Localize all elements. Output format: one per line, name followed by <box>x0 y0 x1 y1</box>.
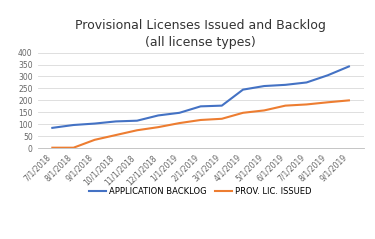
APPLICATION BACKLOG <box>241 88 245 91</box>
PROV. LIC. ISSUED <box>114 134 118 136</box>
APPLICATION BACKLOG <box>346 65 351 68</box>
APPLICATION BACKLOG <box>283 83 288 86</box>
Title: Provisional Licenses Issued and Backlog
(all license types): Provisional Licenses Issued and Backlog … <box>75 19 326 49</box>
APPLICATION BACKLOG <box>262 85 266 87</box>
APPLICATION BACKLOG <box>326 74 330 77</box>
APPLICATION BACKLOG <box>71 124 76 126</box>
PROV. LIC. ISSUED <box>219 117 224 120</box>
PROV. LIC. ISSUED <box>156 126 160 129</box>
PROV. LIC. ISSUED <box>283 104 288 107</box>
APPLICATION BACKLOG <box>135 119 140 122</box>
PROV. LIC. ISSUED <box>346 99 351 102</box>
Legend: APPLICATION BACKLOG, PROV. LIC. ISSUED: APPLICATION BACKLOG, PROV. LIC. ISSUED <box>86 184 315 200</box>
APPLICATION BACKLOG <box>93 122 97 125</box>
PROV. LIC. ISSUED <box>198 119 203 121</box>
PROV. LIC. ISSUED <box>93 138 97 141</box>
Line: APPLICATION BACKLOG: APPLICATION BACKLOG <box>53 66 349 128</box>
APPLICATION BACKLOG <box>50 126 55 129</box>
PROV. LIC. ISSUED <box>304 103 309 106</box>
APPLICATION BACKLOG <box>156 114 160 117</box>
APPLICATION BACKLOG <box>304 81 309 84</box>
PROV. LIC. ISSUED <box>71 146 76 149</box>
APPLICATION BACKLOG <box>177 111 182 114</box>
Line: PROV. LIC. ISSUED: PROV. LIC. ISSUED <box>53 100 349 148</box>
PROV. LIC. ISSUED <box>241 111 245 114</box>
APPLICATION BACKLOG <box>114 120 118 123</box>
APPLICATION BACKLOG <box>219 104 224 107</box>
PROV. LIC. ISSUED <box>177 122 182 125</box>
PROV. LIC. ISSUED <box>50 146 55 149</box>
PROV. LIC. ISSUED <box>135 129 140 132</box>
APPLICATION BACKLOG <box>198 105 203 108</box>
PROV. LIC. ISSUED <box>326 101 330 104</box>
PROV. LIC. ISSUED <box>262 109 266 112</box>
